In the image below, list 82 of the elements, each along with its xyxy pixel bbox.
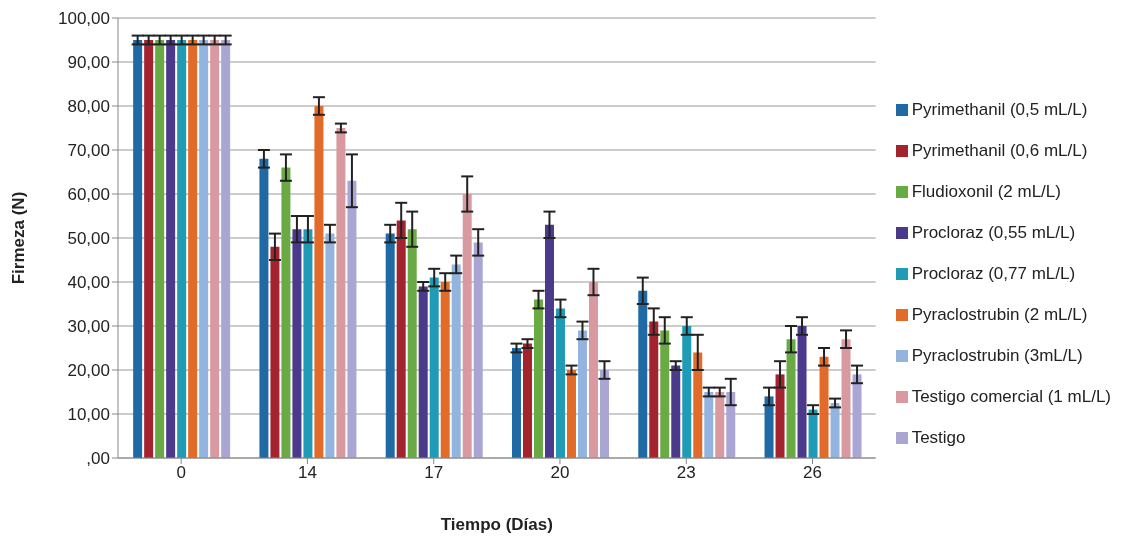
bar [764,396,774,458]
y-axis-title: Firmeza (N) [9,191,29,285]
bar [671,365,681,458]
y-tick-label: ,00 [86,449,110,469]
x-tick-label: 17 [424,463,444,483]
bar [133,40,143,458]
bar [544,224,554,458]
bar [188,40,198,458]
bar [270,246,280,458]
y-tick-label: 100,00 [58,9,110,29]
bar [451,264,461,458]
legend-label: Pyraclostrubin (3mL/L) [911,345,1083,365]
bar [841,339,851,458]
bar [511,348,521,458]
bar [852,374,862,458]
bar [473,242,483,458]
bar [336,128,346,458]
bar [418,286,428,458]
bar [144,40,154,458]
bar [281,167,291,458]
y-tick-label: 40,00 [67,273,110,293]
bar [775,374,785,458]
bar [292,229,302,458]
bar [660,330,670,458]
bar [429,277,439,458]
y-tick-label: 10,00 [67,405,110,425]
bar [797,326,807,458]
bar [407,229,417,458]
bar [166,40,176,458]
bar [808,409,818,458]
bar [638,290,648,458]
bar [649,321,659,458]
bar [566,370,576,458]
bar [177,40,187,458]
bar [599,370,609,458]
legend-label: Pyraclostrubin (2 mL/L) [911,304,1088,324]
bar [588,282,598,458]
y-tick-label: 80,00 [67,97,110,117]
legend-label: Pyrimethanil (0,5 mL/L) [911,99,1088,119]
bar [347,180,357,458]
legend-label: Pyrimethanil (0,6 mL/L) [911,140,1088,160]
legend-label: Fludioxonil (2 mL/L) [911,181,1061,201]
bar [704,392,714,458]
bar [199,40,209,458]
bar [259,158,269,458]
bar [440,282,450,458]
y-tick-label: 20,00 [67,361,110,381]
x-tick-label: 26 [803,463,822,483]
bar [533,299,543,458]
bar [385,233,395,458]
bar [303,229,313,458]
x-axis-title: Tiempo (Días) [440,515,553,534]
bar [314,106,324,458]
bar [221,40,231,458]
legend-label: Testigo [911,427,966,447]
legend-label: Testigo comercial (1 mL/L) [911,386,1111,406]
bar [155,40,165,458]
x-tick-label: 0 [176,463,186,483]
bar [830,403,840,458]
legend-label: Procloraz (0,55 mL/L) [911,222,1076,242]
bar [462,194,472,458]
bar [577,330,587,458]
bar [210,40,220,458]
y-tick-label: 70,00 [67,141,110,161]
bar [819,356,829,458]
bar [396,220,406,458]
bar [522,343,532,458]
y-tick-label: 50,00 [67,229,110,249]
y-tick-label: 30,00 [67,317,110,337]
x-tick-label: 14 [297,463,317,483]
bar [726,392,736,458]
y-tick-label: 60,00 [67,185,110,205]
bar [693,352,703,458]
bar [555,308,565,458]
legend-label: Procloraz (0,77 mL/L) [911,263,1076,283]
x-tick-label: 23 [676,463,696,483]
x-tick-label: 20 [550,463,570,483]
bar [325,233,335,458]
bar [786,339,796,458]
bar [715,392,725,458]
bar [682,326,692,458]
y-tick-label: 90,00 [67,53,110,73]
